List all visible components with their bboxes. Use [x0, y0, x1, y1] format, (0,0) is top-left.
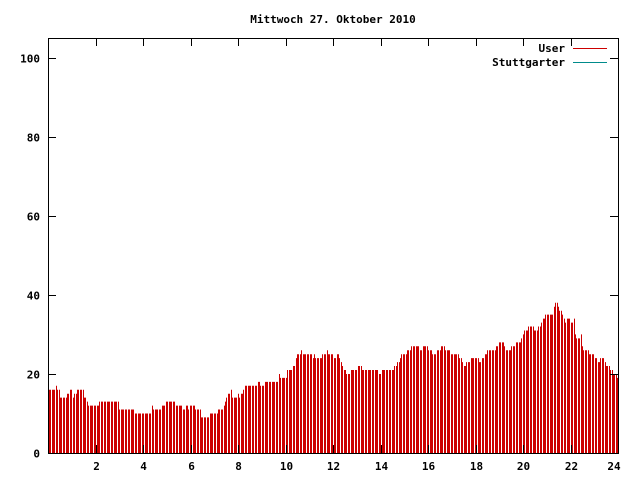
- x-tick-label: 4: [140, 460, 147, 473]
- legend-label-user: User: [539, 42, 566, 55]
- y-tick-label: 20: [27, 369, 40, 382]
- x-tick-label: 22: [565, 460, 578, 473]
- x-tick-label: 6: [188, 460, 195, 473]
- chart-title: Mittwoch 27. Oktober 2010: [250, 13, 416, 26]
- x-tick-label: 2: [93, 460, 100, 473]
- x-tick-label: 18: [470, 460, 483, 473]
- legend: User Stuttgarter: [492, 42, 607, 69]
- y-tick-label: 80: [27, 132, 40, 145]
- y-tick-label: 100: [20, 53, 40, 66]
- x-tick-label: 12: [327, 460, 340, 473]
- x-tick-label: 20: [517, 460, 530, 473]
- y-tick-label: 0: [33, 448, 40, 461]
- x-tick-label: 10: [280, 460, 293, 473]
- x-tick-label: 16: [422, 460, 436, 473]
- x-tick-label: 14: [375, 460, 389, 473]
- legend-label-stuttgarter: Stuttgarter: [492, 56, 565, 69]
- x-tick-label: 8: [235, 460, 242, 473]
- y-tick-label: 40: [27, 290, 40, 303]
- bars-group: [49, 302, 618, 453]
- y-tick-label: 60: [27, 211, 40, 224]
- x-tick-label: 24: [607, 460, 621, 473]
